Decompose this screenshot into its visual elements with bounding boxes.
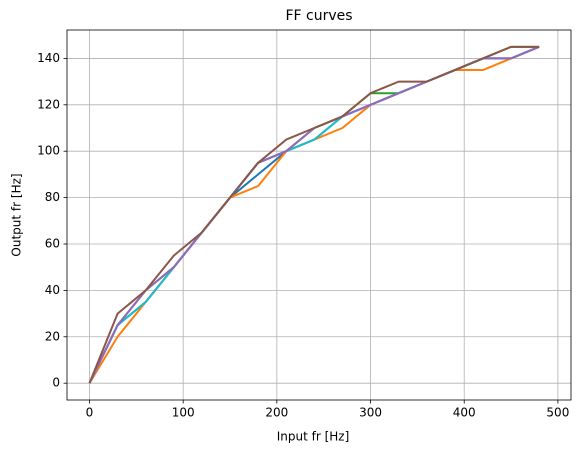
series-line xyxy=(88,45,540,384)
x-tick-label: 300 xyxy=(359,406,382,420)
y-tick-label: 0 xyxy=(52,376,60,390)
series-line xyxy=(88,45,540,384)
x-tick-label: 400 xyxy=(453,406,476,420)
y-tick-label: 40 xyxy=(45,283,60,297)
x-axis-label: Input fr [Hz] xyxy=(277,430,350,444)
chart-title: FF curves xyxy=(285,8,352,24)
y-tick-label: 20 xyxy=(45,329,60,343)
y-tick-label: 140 xyxy=(37,51,60,65)
plot-frame xyxy=(66,29,572,401)
x-tick-label: 500 xyxy=(546,406,569,420)
y-tick-label: 120 xyxy=(37,97,60,111)
y-tick-label: 80 xyxy=(45,190,60,204)
y-axis-label: Output fr [Hz] xyxy=(10,173,24,256)
series-line xyxy=(88,45,540,384)
series-line xyxy=(88,45,540,384)
x-tick-label: 100 xyxy=(172,406,195,420)
y-tick-label: 60 xyxy=(45,236,60,250)
x-tick-label: 0 xyxy=(86,406,94,420)
y-tick-label: 100 xyxy=(37,144,60,158)
x-tick-label: 200 xyxy=(265,406,288,420)
series-line xyxy=(88,45,540,384)
series-line xyxy=(88,45,540,384)
